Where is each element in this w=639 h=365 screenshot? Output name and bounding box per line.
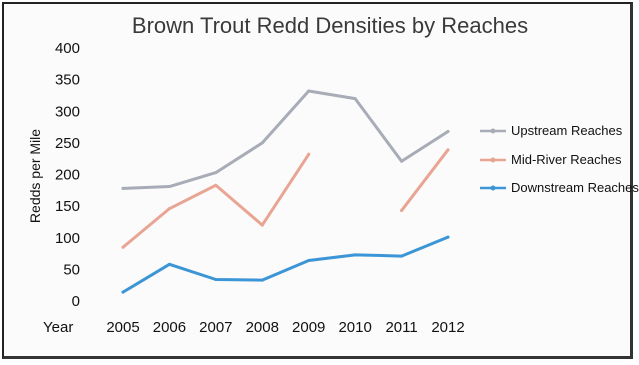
x-tick-label: 2012	[431, 319, 464, 336]
y-tick-label: 100	[55, 230, 80, 247]
data-point	[121, 245, 125, 249]
data-point	[400, 254, 404, 258]
data-point	[307, 259, 311, 263]
x-tick-label: 2005	[106, 319, 139, 336]
series-line	[121, 89, 450, 190]
y-tick-label: 350	[55, 72, 80, 89]
legend-label: Mid-River Reaches	[511, 152, 622, 167]
x-tick-label: 2006	[153, 319, 186, 336]
y-tick-label: 400	[55, 40, 80, 57]
series-line	[121, 152, 311, 249]
legend-label: Downstream Reaches	[511, 180, 639, 195]
y-axis-label: Redds per Mile	[27, 129, 43, 223]
data-point	[121, 186, 125, 190]
data-point	[353, 253, 357, 257]
x-tick-label: 2010	[338, 319, 371, 336]
y-tick-label: 0	[72, 293, 80, 310]
data-point	[400, 209, 404, 213]
y-tick-label: 300	[55, 103, 80, 120]
x-tick-label: 2007	[199, 319, 232, 336]
data-point	[167, 185, 171, 189]
data-point	[400, 159, 404, 163]
data-point	[446, 129, 450, 133]
data-point	[307, 152, 311, 156]
x-axis-label: Year	[43, 319, 73, 336]
data-point	[167, 262, 171, 266]
series-line	[121, 235, 450, 294]
legend-marker	[490, 128, 496, 134]
data-point	[121, 290, 125, 294]
data-point	[446, 235, 450, 239]
y-tick-label: 250	[55, 135, 80, 152]
data-point	[446, 148, 450, 152]
y-tick-label: 150	[55, 198, 80, 215]
x-tick-label: 2008	[246, 319, 279, 336]
series-line	[400, 148, 450, 213]
legend-marker	[490, 185, 496, 191]
chart-title: Brown Trout Redd Densities by Reaches	[132, 13, 528, 38]
legend-label: Upstream Reaches	[511, 123, 623, 138]
data-point	[214, 183, 218, 187]
data-point	[260, 223, 264, 227]
chart-frame	[2, 2, 633, 359]
data-point	[307, 89, 311, 93]
data-point	[353, 97, 357, 101]
data-point	[260, 278, 264, 282]
data-point	[214, 277, 218, 281]
y-tick-label: 50	[63, 261, 80, 278]
data-point	[214, 171, 218, 175]
data-point	[260, 141, 264, 145]
x-tick-label: 2011	[385, 319, 417, 336]
data-point	[167, 207, 171, 211]
x-tick-label: 2009	[292, 319, 325, 336]
legend-marker	[490, 157, 496, 163]
y-tick-label: 200	[55, 167, 80, 184]
